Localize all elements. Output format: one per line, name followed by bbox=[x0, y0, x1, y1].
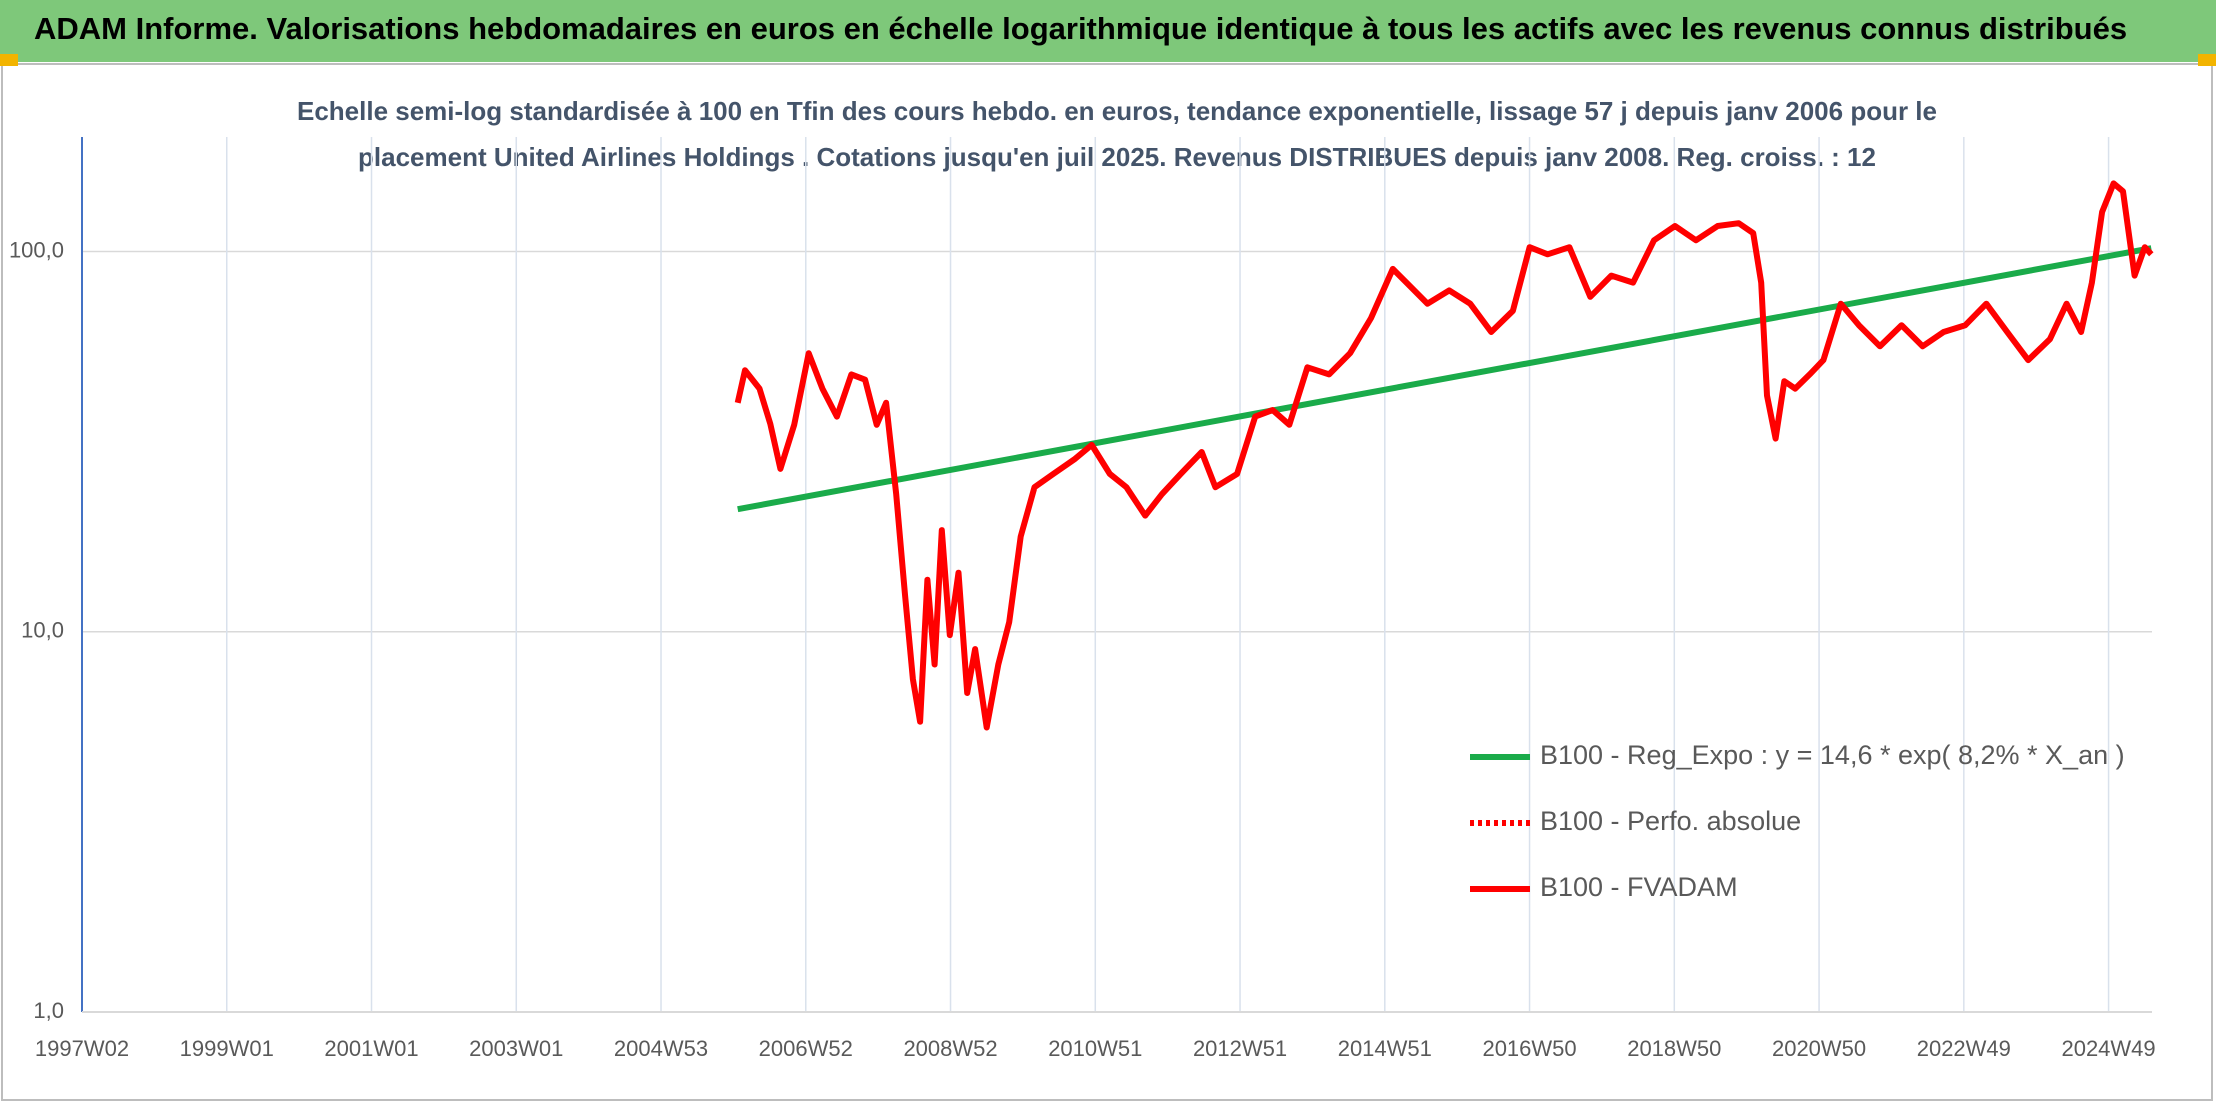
x-tick-label: 2014W51 bbox=[1338, 1036, 1432, 1061]
x-tick-label: 2012W51 bbox=[1193, 1036, 1287, 1061]
corner-mark bbox=[2198, 54, 2216, 66]
x-tick-label: 2004W53 bbox=[614, 1036, 708, 1061]
x-tick-label: 2022W49 bbox=[1917, 1036, 2011, 1061]
page-title: ADAM Informe. Valorisations hebdomadaire… bbox=[34, 11, 2127, 46]
x-tick-label: 2001W01 bbox=[324, 1036, 418, 1061]
y-tick-label: 1,0 bbox=[33, 998, 64, 1023]
legend-label: B100 - FVADAM bbox=[1540, 872, 1738, 902]
x-tick-label: 2006W52 bbox=[759, 1036, 853, 1061]
chart-subtitle: placement United Airlines Holdings . Cot… bbox=[358, 142, 1876, 172]
corner-mark bbox=[0, 54, 18, 66]
legend-label: B100 - Reg_Expo : y = 14,6 * exp( 8,2% *… bbox=[1540, 740, 2125, 770]
series-line bbox=[734, 180, 2154, 731]
y-tick-label: 100,0 bbox=[9, 237, 64, 262]
y-tick-label: 10,0 bbox=[21, 618, 64, 643]
x-tick-label: 2020W50 bbox=[1772, 1036, 1866, 1061]
series-line bbox=[737, 245, 2152, 513]
x-tick-label: 2016W50 bbox=[1482, 1036, 1576, 1061]
x-tick-label: 2018W50 bbox=[1627, 1036, 1721, 1061]
x-tick-label: 2008W52 bbox=[903, 1036, 997, 1061]
x-tick-label: 2010W51 bbox=[1048, 1036, 1142, 1061]
header-bar bbox=[0, 0, 2216, 62]
x-tick-label: 2024W49 bbox=[2061, 1036, 2155, 1061]
chart-subtitle: Echelle semi-log standardisée à 100 en T… bbox=[297, 96, 1937, 126]
legend-label: B100 - Perfo. absolue bbox=[1540, 806, 1801, 836]
x-tick-label: 1999W01 bbox=[180, 1036, 274, 1061]
x-tick-label: 1997W02 bbox=[35, 1036, 129, 1061]
chart-frame bbox=[1, 63, 2213, 1101]
x-tick-label: 2003W01 bbox=[469, 1036, 563, 1061]
